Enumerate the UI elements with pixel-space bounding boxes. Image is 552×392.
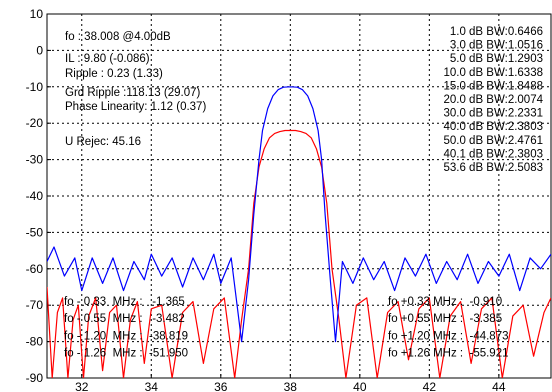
series-group [47,86,551,378]
bandwidth-annotation: 5.0 dB BW:1.2903 [450,53,543,65]
tick-labels: 32 34 36 38 40 42 44 10 0 -10 -20 -30 -40 -50 -60 -70 -8… [26,7,506,392]
bandwidth-annotation: 15.0 dB BW:1.8488 [443,80,543,92]
upper-offset-annotation: fo +0.55 MHz : -3.385 [388,313,502,325]
lower-offset-annotation: fo - 1.26 MHz : -51.950 [64,348,188,360]
series-line-red [47,129,551,378]
y-tick-label: -60 [26,262,44,276]
y-tick-label: -90 [26,371,44,385]
y-tick-label: -10 [26,80,44,94]
annotations: fo : 38.008 @4.00dB IL : 9.80 (-0.086) Rip… [64,26,544,360]
upper-offset-annotation: fo +1.26 MHz : -55.921 [388,348,509,360]
info-annotation: IL : 9.80 (-0.086) [65,53,150,65]
upper-offset-annotation: fo +0.33 MHz : -0.910 [388,296,502,308]
info-annotation: Phase Linearity: 1.12 (0.37) [65,101,206,113]
bandwidth-annotation: 1.0 dB BW:0.6466 [450,26,543,38]
y-tick-label: -80 [26,335,44,349]
info-annotation: fo : 38.008 @4.00dB [65,31,171,43]
bandwidth-annotation: 10.0 dB BW:1.6338 [443,67,543,79]
y-tick-label: -30 [26,153,44,167]
y-tick-label: -40 [26,189,44,203]
y-tick-label: -70 [26,298,44,312]
x-tick-label: 38 [284,380,298,392]
bandwidth-annotation: 20.0 dB BW:2.0074 [443,94,543,106]
info-annotation: U Rejec: 45.16 [65,136,141,148]
x-tick-label: 34 [145,380,159,392]
series-line-blue [47,86,551,343]
bandwidth-annotation: 40.1 dB BW:2.3803 [443,148,543,160]
lower-offset-annotation: fo - 1.20 MHz : -38.819 [64,330,188,342]
y-tick-label: -20 [26,116,44,130]
bandwidth-annotation: 50.0 dB BW:2.4761 [443,135,543,147]
x-tick-label: 40 [353,380,367,392]
info-annotation: Grd Ripple :118.13 (29.07) [65,87,200,99]
grid [47,13,551,379]
bandwidth-annotation: 53.6 dB BW:2.5083 [443,162,543,174]
x-tick-label: 32 [75,380,89,392]
upper-offset-annotation: fo +1.20 MHz : -44.873 [388,330,509,342]
x-tick-label: 36 [214,380,228,392]
x-tick-label: 44 [492,380,506,392]
bandwidth-annotation: 40.0 dB BW:2.3803 [443,121,543,133]
y-tick-label: 10 [30,7,44,21]
y-tick-label: -50 [26,225,44,239]
bandwidth-annotation: 30.0 dB BW:2.2331 [443,108,543,120]
y-tick-label: 0 [36,43,43,57]
x-tick-label: 42 [423,380,437,392]
bandwidth-annotation: 3.0 dB BW:1.0516 [450,40,543,52]
lower-offset-annotation: fo - 0.33 MHz : -1.365 [64,296,185,308]
info-annotation: Ripple : 0.23 (1.33) [65,68,163,80]
lower-offset-annotation: fo - 0.55 MHz : -3.482 [64,313,185,325]
